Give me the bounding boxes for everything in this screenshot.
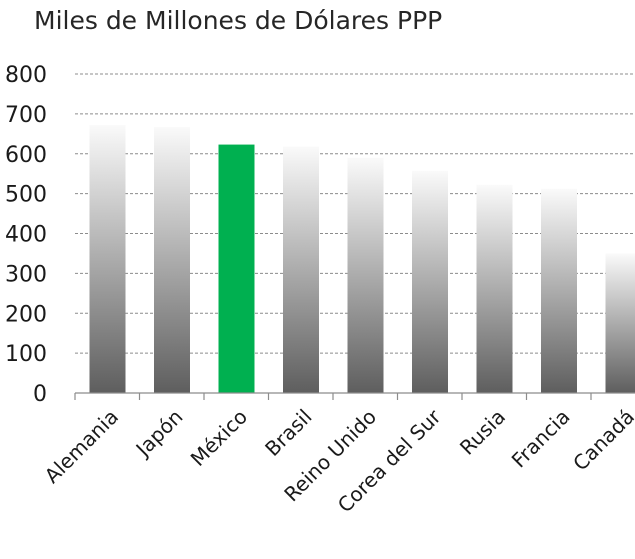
y-tick-label: 800	[5, 63, 47, 88]
x-category-label: Japón	[130, 405, 188, 463]
x-category-label: Alemania	[40, 405, 123, 488]
y-tick-label: 200	[5, 302, 47, 327]
y-tick-label: 100	[5, 342, 47, 367]
bar-brasil	[283, 146, 319, 393]
bar-méxico	[218, 144, 255, 393]
bars	[89, 125, 635, 393]
x-category-label: México	[186, 405, 252, 471]
y-tick-label: 600	[5, 143, 47, 168]
y-axis-ticks: 0 100 200 300 400 500 600 700 800	[5, 63, 47, 407]
x-category-label: Rusia	[455, 405, 510, 460]
y-tick-label: 0	[33, 382, 47, 407]
y-tick-label: 300	[5, 262, 47, 287]
bar-japón	[154, 127, 190, 393]
bar-reino-unido	[347, 157, 384, 393]
x-category-label: Brasil	[260, 405, 316, 461]
chart-subtitle: Miles de Millones de Dólares PPP	[34, 6, 443, 35]
bar-rusia	[476, 184, 513, 393]
bar-alemania	[89, 125, 126, 393]
x-axis	[74, 392, 635, 400]
y-tick-label: 500	[5, 183, 47, 208]
x-category-label: Francia	[507, 405, 575, 473]
y-tick-label: 700	[5, 103, 47, 128]
bar-francia	[541, 188, 577, 393]
x-category-label: Canadá	[568, 405, 635, 476]
y-tick-label: 400	[5, 223, 47, 248]
bar-corea-del-sur	[412, 170, 448, 393]
bar-canadá	[605, 253, 635, 393]
